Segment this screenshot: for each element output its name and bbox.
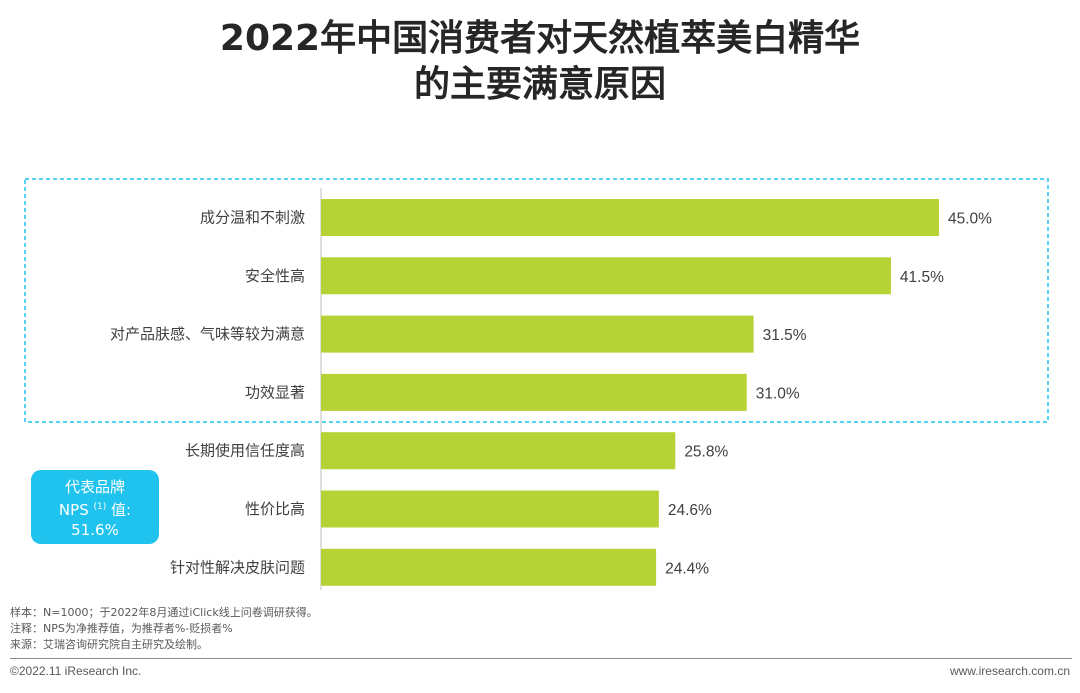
bar [321,373,747,411]
footer-divider [10,658,1072,659]
nps-badge: 代表品牌 NPS (1) 值: 51.6% [31,470,159,544]
nps-badge-line3: 51.6% [71,521,119,539]
value-label: 24.6% [668,502,712,519]
bar [321,548,657,586]
bar [321,432,676,470]
category-label: 安全性高 [245,267,305,285]
bar [321,490,659,528]
copyright: ©2022.11 iResearch Inc. [10,664,142,678]
source-note: 来源：艾瑞咨询研究院自主研究及绘制。 [10,638,208,651]
chart-title-line2: 的主要满意原因 [413,64,666,105]
nps-note: 注释：NPS为净推荐值，为推荐者%-贬损者% [10,622,233,635]
bars-group: 成分温和不刺激 45.0% 安全性高 41.5% 对产品肤感、气味等较为满意 31.5% 功… [110,199,992,586]
value-label: 25.8% [684,444,728,461]
value-label: 41.5% [900,269,944,286]
highlight-box [24,178,1049,423]
category-label: 对产品肤感、气味等较为满意 [110,325,305,343]
nps-badge-line2: NPS (1) 值: [58,501,132,519]
category-label: 针对性解决皮肤问题 [170,558,305,576]
sample-note: 样本：N=1000；于2022年8月通过iClick线上问卷调研获得。 [10,606,318,619]
footnotes: 样本：N=1000；于2022年8月通过iClick线上问卷调研获得。 注释：N… [10,605,318,653]
bar [321,257,891,295]
chart-title-line1: 2022年中国消费者对天然植萃美白精华 [219,18,861,59]
bar [321,315,754,353]
value-label: 24.4% [665,560,709,577]
value-label: 45.0% [948,211,992,228]
bar [321,199,939,236]
bar-chart: 成分温和不刺激 45.0% 安全性高 41.5% 对产品肤感、气味等较为满意 31.5% 功… [24,178,1049,590]
value-label: 31.5% [763,327,807,344]
category-label: 成分温和不刺激 [200,209,305,227]
nps-badge-line1: 代表品牌 [64,478,125,496]
category-label: 功效显著 [245,383,305,401]
value-label: 31.0% [756,385,800,402]
category-label: 长期使用信任度高 [185,442,305,460]
category-label: 性价比高 [245,500,305,518]
website-link[interactable]: www.iresearch.com.cn [949,664,1070,678]
